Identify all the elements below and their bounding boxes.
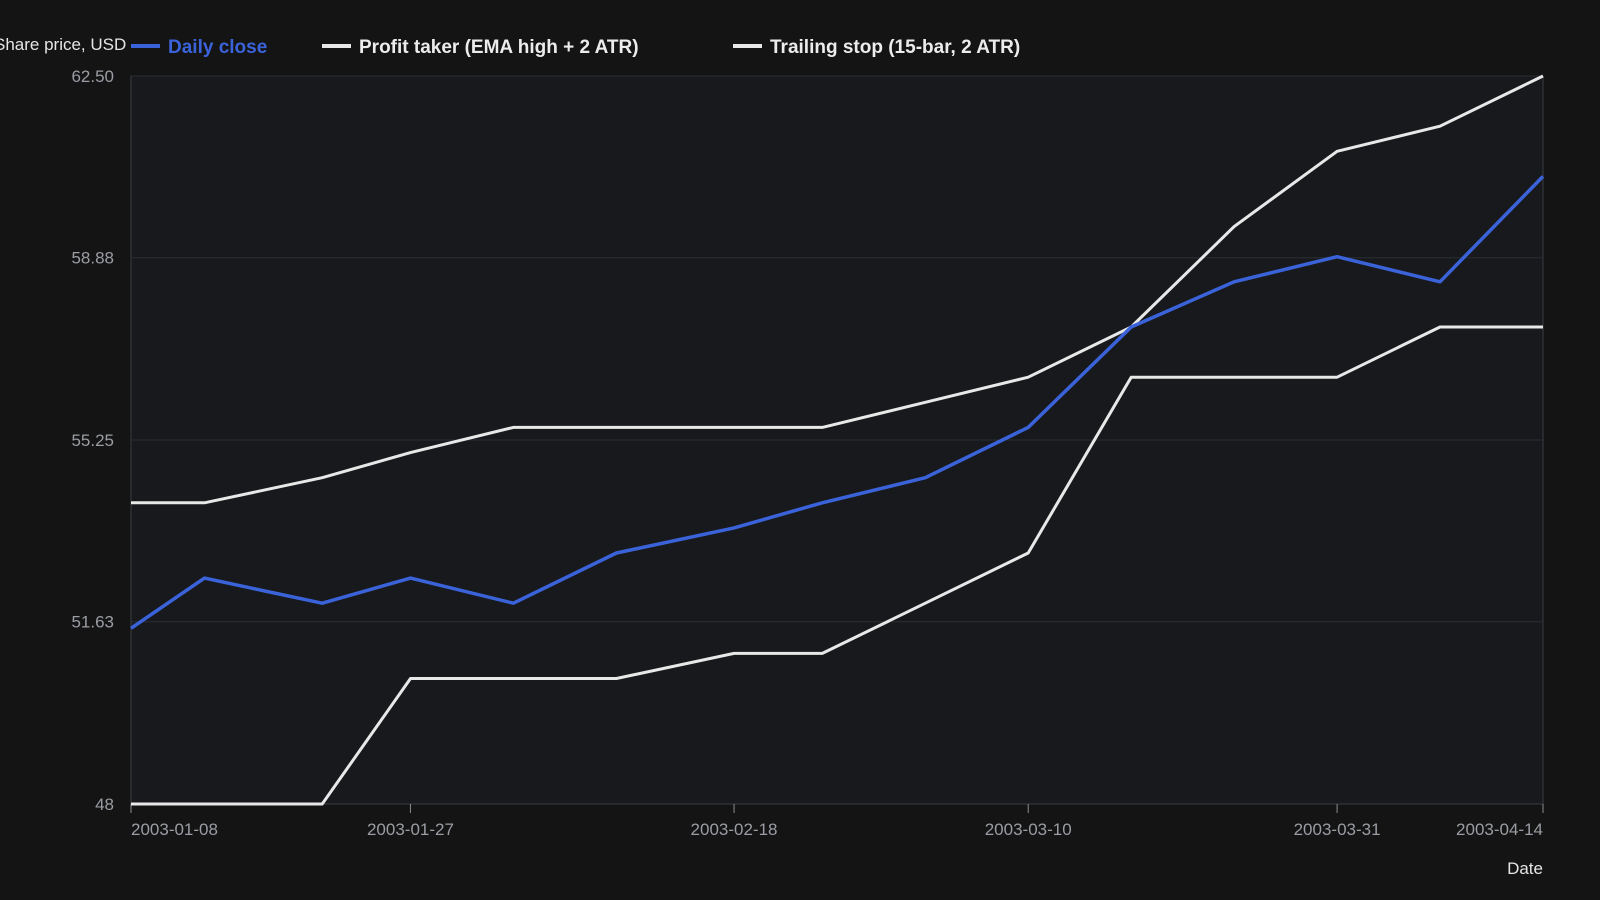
y-axis-ticks: 48 51.63 55.25 58.88 62.50	[71, 67, 114, 814]
x-axis-title: Date	[1507, 859, 1543, 878]
y-tick-label: 48	[95, 795, 114, 814]
legend-label: Daily close	[168, 37, 267, 58]
axes	[130, 76, 1544, 805]
x-tick-label: 2003-03-31	[1294, 820, 1381, 839]
legend-item-0[interactable]: Daily close	[131, 37, 267, 58]
legend-label: Profit taker (EMA high + 2 ATR)	[359, 37, 639, 58]
legend-item-2[interactable]: Trailing stop (15-bar, 2 ATR)	[733, 37, 1020, 58]
x-tick-label: 2003-04-14	[1456, 820, 1543, 839]
y-tick-label: 62.50	[71, 67, 114, 86]
series-lines	[130, 74, 1545, 806]
legend-item-1[interactable]: Profit taker (EMA high + 2 ATR)	[322, 37, 639, 58]
x-tick-label: 2003-02-18	[691, 820, 778, 839]
y-tick-label: 51.63	[71, 613, 114, 632]
x-tick-label: 2003-01-08	[131, 820, 218, 839]
x-tick-label: 2003-03-10	[985, 820, 1072, 839]
y-tick-label: 55.25	[71, 431, 114, 450]
series-line-1	[131, 74, 1544, 505]
x-axis-ticks: 2003-01-08 2003-01-27 2003-02-18 2003-03-10…	[130, 804, 1544, 839]
series-line-2	[131, 325, 1543, 806]
legend[interactable]: Daily close Profit taker (EMA high + 2 AT…	[131, 37, 1020, 58]
x-tick-label: 2003-01-27	[367, 820, 454, 839]
legend-label: Trailing stop (15-bar, 2 ATR)	[770, 37, 1020, 58]
y-tick-label: 58.88	[71, 249, 114, 268]
y-axis-title: Share price, USD	[0, 35, 126, 54]
series-line-0	[130, 175, 1545, 630]
